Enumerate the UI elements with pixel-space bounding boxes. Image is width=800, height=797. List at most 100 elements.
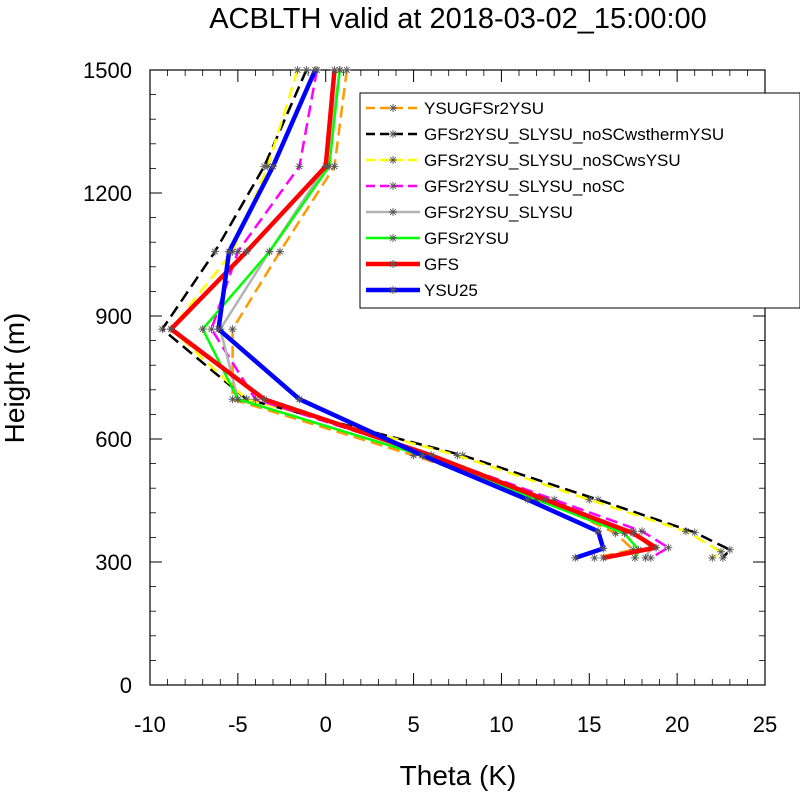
series-layer: [158, 66, 734, 562]
legend-item: GFSr2YSU: [366, 229, 509, 248]
data-point-marker: [260, 395, 269, 404]
data-point-marker: [453, 451, 462, 460]
data-point-marker: [214, 325, 223, 334]
data-point-marker: [664, 543, 673, 552]
data-point-marker: [541, 495, 550, 504]
data-point-marker: [233, 395, 242, 404]
y-tick-label: 1500: [83, 58, 132, 83]
data-point-marker: [321, 162, 330, 171]
data-point-marker: [335, 66, 344, 74]
data-point-marker: [207, 325, 216, 334]
data-point-marker: [629, 529, 638, 538]
legend-marker: [389, 260, 397, 268]
x-tick-label: 0: [320, 712, 332, 737]
data-point-marker: [646, 553, 655, 562]
legend-item: GFSr2YSU_SLYSU_noSC: [366, 177, 625, 196]
legend-label: YSU25: [424, 281, 478, 300]
data-point-marker: [611, 529, 620, 538]
data-point-marker: [330, 162, 339, 171]
data-point-marker: [725, 545, 734, 554]
data-point-marker: [330, 66, 339, 74]
data-point-marker: [590, 553, 599, 562]
legend-marker: [389, 286, 397, 294]
data-point-marker: [342, 66, 351, 74]
data-point-marker: [233, 247, 242, 256]
x-tick-label: 15: [577, 712, 601, 737]
data-point-marker: [228, 325, 237, 334]
legend-label: GFSr2YSU_SLYSU: [424, 203, 573, 222]
y-tick-label: 900: [95, 304, 132, 329]
data-point-marker: [418, 451, 427, 460]
x-axis-label: Theta (K): [400, 760, 517, 791]
data-point-marker: [265, 247, 274, 256]
data-point-marker: [295, 162, 304, 171]
data-point-marker: [293, 66, 302, 74]
x-tick-label: 5: [407, 712, 419, 737]
series-line: [231, 69, 635, 560]
data-point-marker: [198, 325, 207, 334]
data-point-marker: [263, 162, 272, 171]
data-point-marker: [228, 395, 237, 404]
chart-title: ACBLTH valid at 2018-03-02_15:00:00: [209, 3, 707, 35]
legend-item: GFSr2YSU_SLYSU: [366, 203, 573, 222]
data-point-marker: [594, 527, 603, 536]
data-point-marker: [652, 543, 661, 552]
legend-label: GFSr2YSU_SLYSU_noSCwsYSU: [424, 151, 681, 170]
legend-marker: [389, 234, 397, 242]
data-point-marker: [599, 544, 608, 553]
data-point-marker: [599, 553, 608, 562]
axis-ticks: -10 -5 0 5 10 15 20 25 0 300 600 900 1200 1500: [83, 58, 777, 737]
legend-marker: [389, 208, 397, 216]
series-line: [161, 69, 732, 559]
data-point-marker: [158, 325, 167, 334]
series-GFS: [167, 66, 661, 562]
data-point-marker: [630, 553, 639, 562]
data-point-marker: [550, 495, 559, 504]
data-point-marker: [242, 247, 251, 256]
legend-marker: [389, 130, 397, 138]
legend-label: GFSr2YSU_SLYSU_noSCwsthermYSU: [424, 125, 724, 144]
data-point-marker: [311, 66, 320, 74]
data-point-marker: [641, 553, 650, 562]
data-point-marker: [594, 495, 603, 504]
data-point-marker: [638, 527, 646, 536]
legend-item: YSU25: [366, 281, 478, 300]
legend-marker: [389, 104, 397, 112]
legend-label: YSUGFSr2YSU: [424, 99, 544, 118]
data-point-marker: [532, 495, 541, 504]
data-point-marker: [211, 247, 220, 256]
legend-item: GFSr2YSU_SLYSU_noSCwsthermYSU: [366, 125, 724, 144]
data-point-marker: [427, 451, 436, 460]
legend-item: YSUGFSr2YSU: [366, 99, 544, 118]
y-tick-label: 0: [120, 673, 132, 698]
legend-label: GFS: [424, 255, 459, 274]
data-point-marker: [269, 162, 277, 171]
data-point-marker: [458, 451, 467, 460]
legend-label: GFSr2YSU_SLYSU_noSC: [424, 177, 625, 196]
legend-item: GFS: [366, 255, 459, 274]
x-tick-label: 10: [489, 712, 513, 737]
plot-frame: [149, 69, 766, 686]
y-axis-label: Height (m): [0, 313, 30, 444]
series-YSU25: [214, 66, 608, 562]
data-point-marker: [620, 529, 629, 538]
y-tick-label: 1200: [83, 181, 132, 206]
data-point-marker: [708, 553, 717, 562]
series-line: [201, 69, 640, 559]
data-point-marker: [276, 247, 285, 256]
legend-box: [359, 92, 800, 309]
data-point-marker: [167, 325, 176, 334]
series-YSUGFSr2YSU: [228, 66, 638, 562]
y-tick-label: 300: [95, 550, 132, 575]
data-point-marker: [571, 553, 580, 562]
x-tick-label: -5: [228, 712, 248, 737]
data-point-marker: [295, 395, 304, 404]
legend-marker: [389, 182, 397, 190]
series-line: [216, 69, 606, 561]
data-point-marker: [242, 395, 251, 404]
legend-label: GFSr2YSU: [424, 229, 509, 248]
data-point-marker: [225, 247, 234, 256]
data-point-marker: [681, 527, 690, 536]
x-tick-label: -10: [134, 712, 166, 737]
